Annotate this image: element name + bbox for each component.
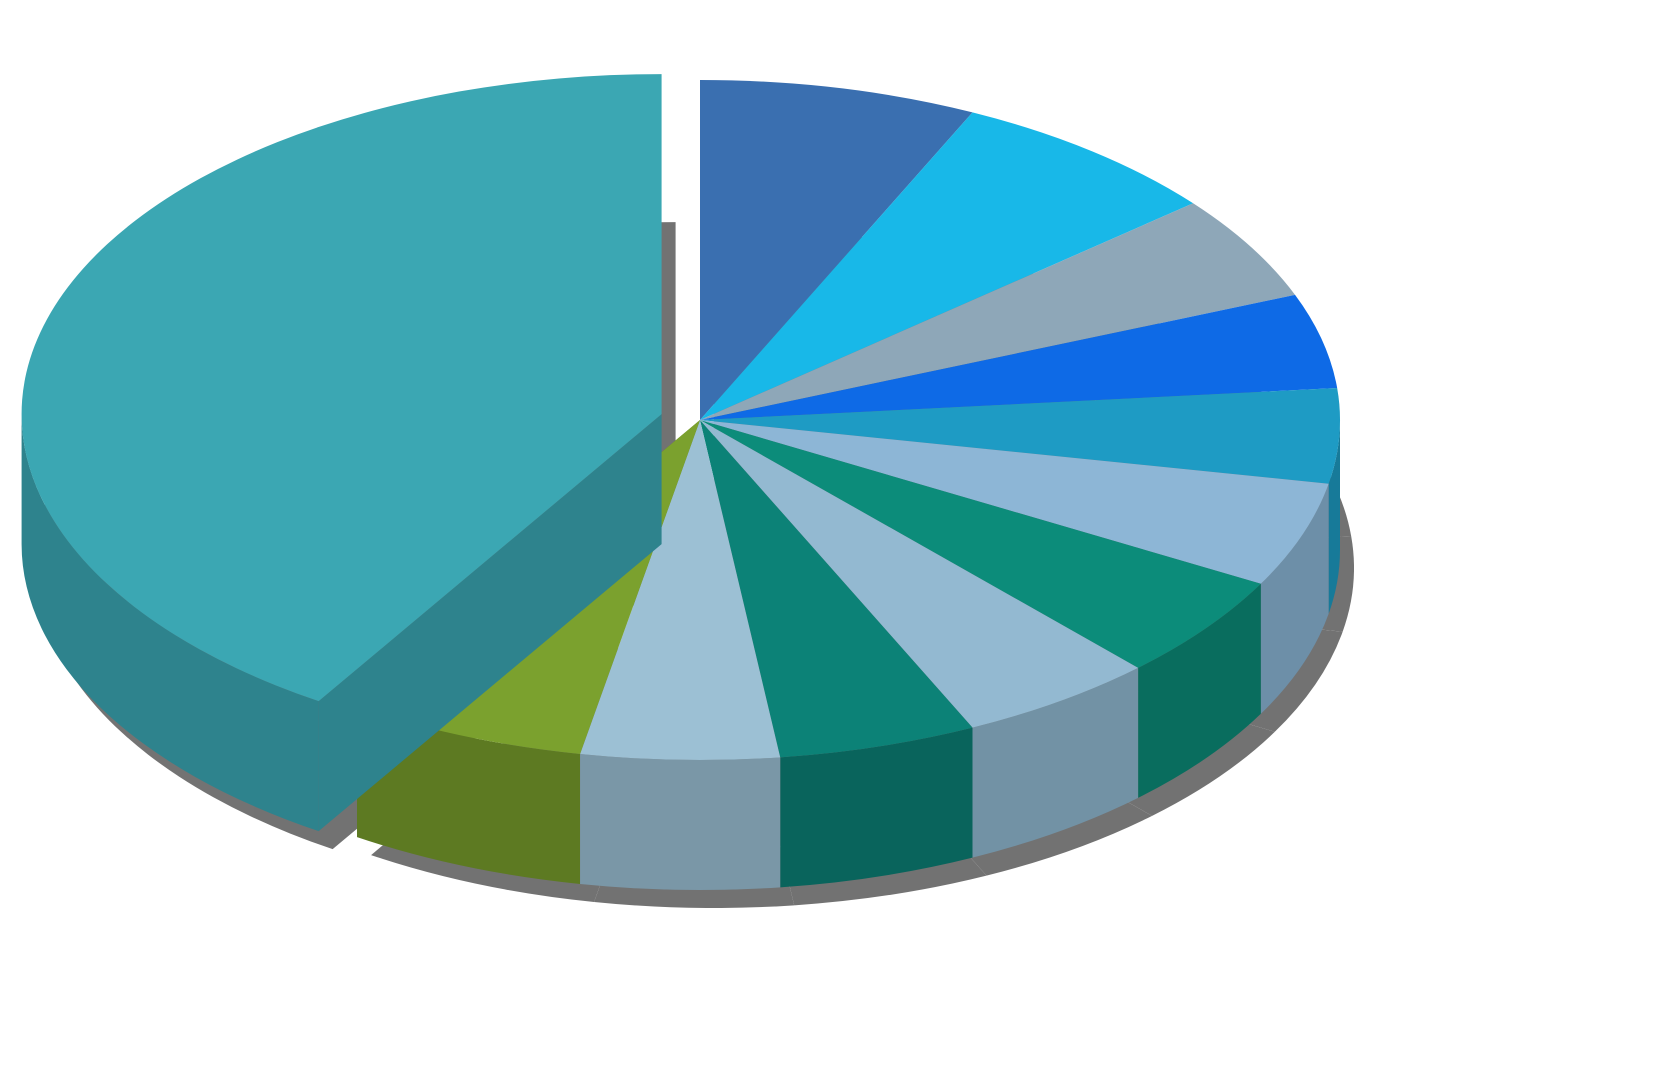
pie-chart-3d [0,0,1669,1067]
